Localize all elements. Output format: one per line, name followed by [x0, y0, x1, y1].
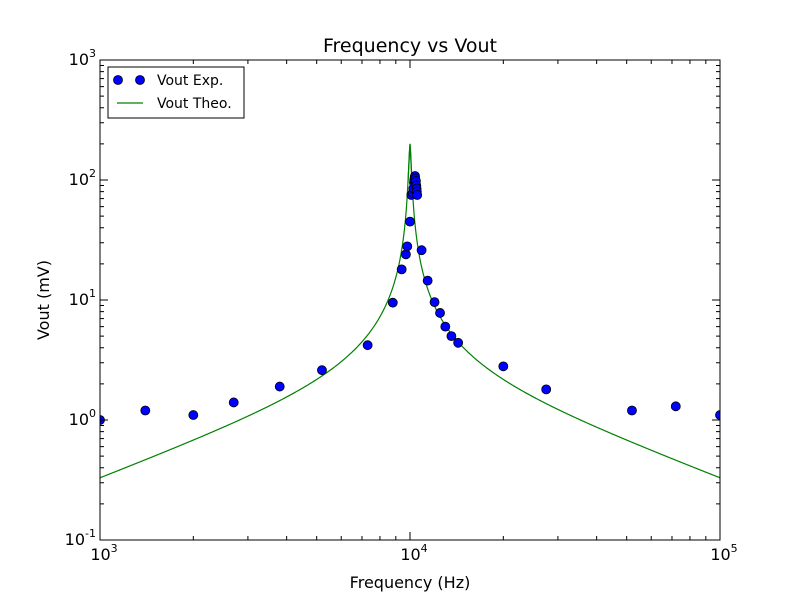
data-point: [387, 297, 398, 308]
y-tick-label-exp: 1: [89, 287, 96, 300]
legend-marker-exp: [135, 75, 145, 85]
data-point: [317, 365, 327, 376]
y-tick-label: 101: [69, 287, 96, 309]
y-tick-label-base: 10: [69, 410, 89, 429]
data-point: [140, 405, 151, 416]
y-tick-label: 100: [69, 407, 96, 429]
y-tick-label-exp: 3: [89, 47, 96, 60]
data-point: [422, 275, 433, 286]
y-tick-label-exp: -1: [85, 527, 96, 540]
data-point: [446, 331, 457, 342]
legend-box: [107, 66, 245, 119]
x-tick-label: 105: [710, 542, 737, 564]
data-point: [228, 397, 239, 408]
data-point: [498, 361, 509, 372]
y-tick-label-exp: 2: [89, 167, 96, 180]
data-point: [541, 384, 552, 395]
data-point: [429, 297, 440, 308]
y-tick-label-base: 10: [69, 50, 89, 69]
plot-area: [100, 143, 720, 479]
data-point: [627, 405, 637, 416]
y-tick-label-exp: 0: [89, 407, 96, 420]
y-tick-label: 102: [69, 167, 96, 189]
x-tick-label-base: 10: [90, 545, 110, 564]
data-point: [188, 410, 199, 420]
x-tick-label-exp: 5: [731, 542, 738, 555]
x-tick-label: 104: [400, 542, 427, 564]
x-tick-label: 103: [90, 542, 117, 564]
legend: Vout Exp. Vout Theo.: [107, 66, 245, 119]
legend-label-exp: Vout Exp.: [157, 73, 223, 89]
chart-title: Frequency vs Vout: [323, 35, 497, 57]
data-point: [440, 321, 451, 332]
data-point: [362, 340, 373, 351]
y-axis-label: Vout (mV): [34, 260, 53, 340]
y-tick-label-base: 10: [69, 290, 89, 309]
x-axis-label: Frequency (Hz): [350, 573, 471, 592]
data-point: [274, 381, 285, 392]
data-point: [400, 249, 411, 260]
y-tick-label-base: 10: [69, 170, 89, 189]
x-tick-label-exp: 3: [111, 542, 118, 555]
data-point: [435, 308, 445, 318]
data-point: [670, 401, 681, 412]
y-tick-label: 10-1: [65, 527, 96, 549]
data-point: [402, 241, 413, 252]
x-tick-label-exp: 4: [421, 542, 428, 555]
x-tick-label-base: 10: [710, 545, 730, 564]
legend-marker-exp: [113, 75, 123, 85]
data-point: [715, 410, 720, 420]
data-point: [453, 337, 464, 348]
y-tick-label: 103: [69, 47, 96, 69]
data-point: [412, 190, 423, 200]
legend-label-theo: Vout Theo.: [157, 96, 232, 112]
data-point: [416, 245, 427, 256]
data-point: [405, 216, 415, 227]
theoretical-curve-peak: [407, 143, 413, 183]
data-point: [396, 264, 407, 275]
x-tick-label-base: 10: [400, 545, 420, 564]
y-tick-label-base: 10: [65, 530, 85, 549]
